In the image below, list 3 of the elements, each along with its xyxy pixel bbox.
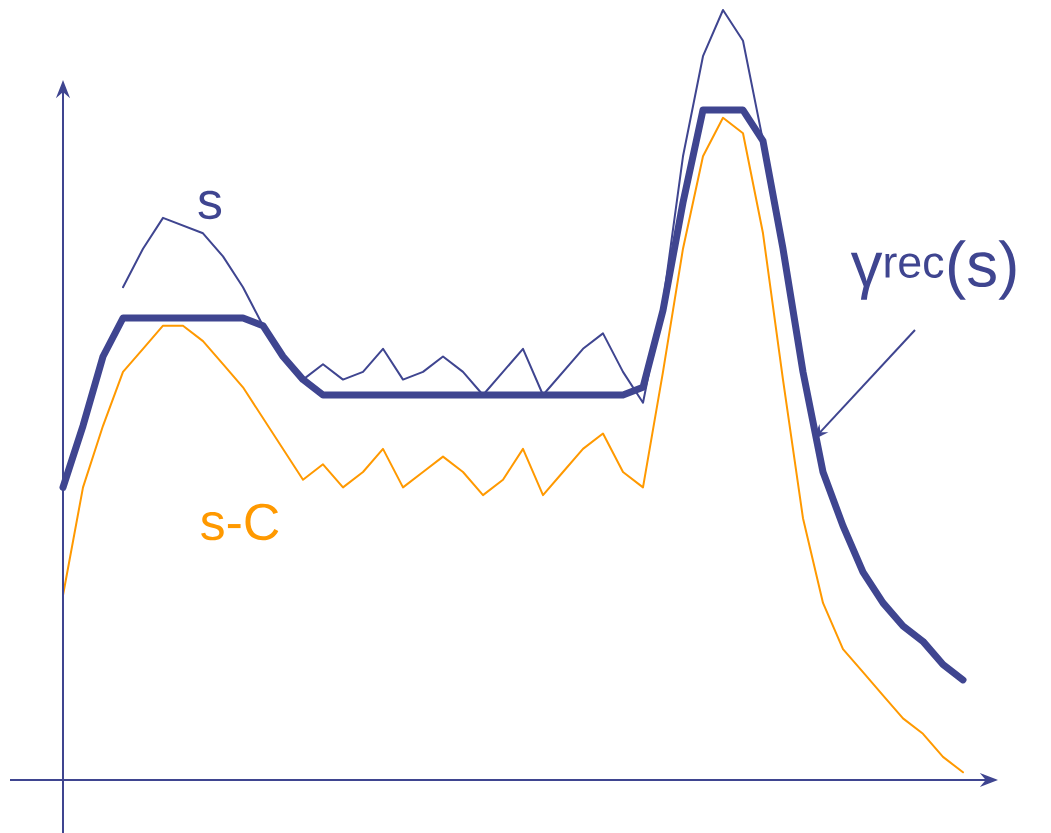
series-label: γ$^{rec}$(s) [850,240,1016,300]
series-label: s [198,190,222,220]
series-label: s-C [201,503,279,541]
